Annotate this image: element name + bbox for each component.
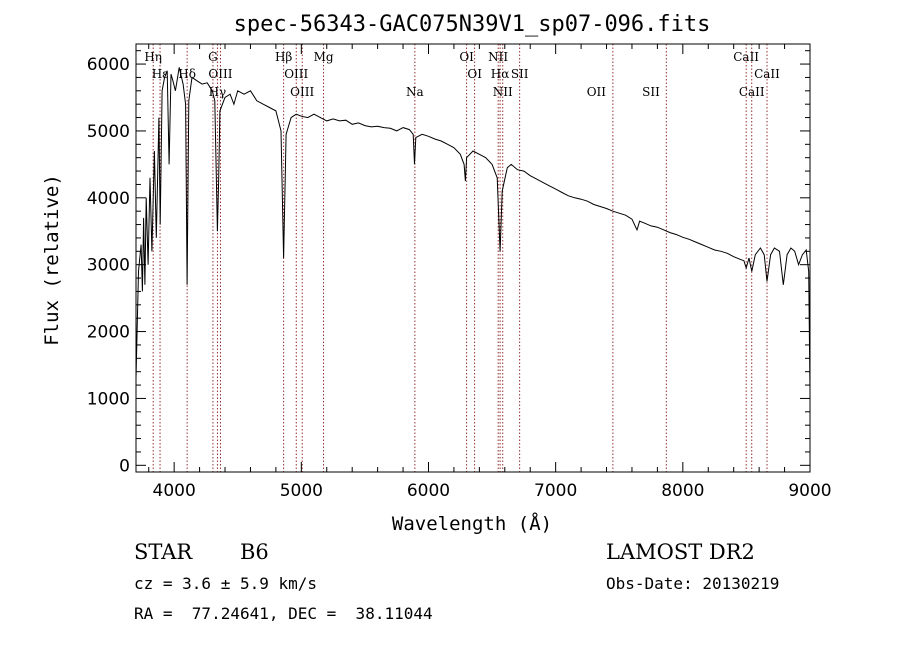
spectral-line-label: SII: [511, 67, 529, 81]
x-axis-title: Wavelength (Å): [392, 512, 552, 535]
x-tick-label: 4000: [153, 481, 196, 501]
spectral-line-label: Na: [406, 85, 424, 99]
spectral-line-label: OII: [587, 85, 607, 99]
object-class: STAR: [134, 540, 193, 564]
spectral-line-label: Hγ: [209, 85, 227, 99]
y-tick-label: 5000: [87, 122, 130, 142]
spectral-line-label: Hα: [491, 67, 510, 81]
spectral-line-label: NII: [493, 85, 513, 99]
spectral-subclass: B6: [240, 540, 269, 564]
spectral-line-label: OI: [459, 50, 474, 64]
spectrum-line: [135, 67, 811, 392]
spectral-line-label: Hη: [144, 50, 162, 64]
redshift-velocity: cz = 3.6 ± 5.9 km/s: [134, 574, 318, 593]
plot-frame: [135, 43, 811, 473]
x-tick-label: 9000: [788, 481, 831, 501]
y-tick-label: 6000: [87, 55, 130, 75]
y-tick-label: 2000: [87, 323, 130, 343]
spectral-line-label: CaII: [733, 50, 759, 64]
y-tick-label: 0: [119, 456, 130, 476]
spectral-line-label: OIII: [284, 67, 308, 81]
spectral-line-label: CaII: [739, 85, 765, 99]
y-tick-label: 1000: [87, 389, 130, 409]
y-axis-title: Flux (relative): [41, 174, 63, 346]
y-tick-label: 4000: [87, 189, 130, 209]
spectral-line-label: OI: [467, 67, 482, 81]
x-tick-label: 7000: [534, 481, 577, 501]
observation-date: Obs-Date: 20130219: [606, 574, 780, 593]
x-tick-label: 5000: [280, 481, 323, 501]
coordinates: RA = 77.24641, DEC = 38.11044: [134, 604, 433, 623]
spectral-line-label: NII: [488, 50, 508, 64]
x-tick-label: 8000: [661, 481, 704, 501]
x-tick-label: 6000: [407, 481, 450, 501]
survey-name: LAMOST DR2: [606, 540, 755, 564]
spectral-line-label: SII: [642, 85, 660, 99]
spectral-line-label: OIII: [208, 67, 232, 81]
spectral-line-label: G: [208, 50, 218, 64]
spectral-line-label: Hβ: [275, 50, 292, 64]
chart-title: spec-56343-GAC075N39V1_sp07-096.fits: [234, 12, 711, 37]
spectral-line-label: Mg: [314, 50, 334, 64]
spectral-line-label: Hδ: [178, 67, 196, 81]
y-tick-label: 3000: [87, 256, 130, 276]
spectral-line-label: Hε: [152, 67, 169, 81]
spectral-line-label: CaII: [754, 67, 780, 81]
spectral-line-label: OIII: [290, 85, 314, 99]
plot-area: 4000 5000 6000 7000 8000 9000 0 1000 2000 3000 400…: [87, 43, 832, 501]
